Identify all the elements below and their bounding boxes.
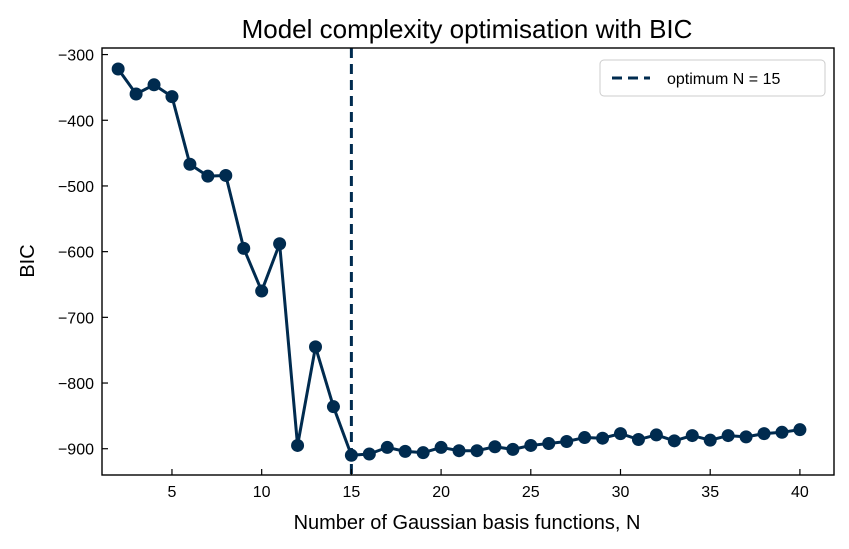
data-point bbox=[398, 444, 412, 458]
x-axis: 5 10 15 20 25 30 35 40 bbox=[168, 469, 809, 501]
x-tick-label: 30 bbox=[612, 484, 630, 501]
data-point bbox=[488, 440, 502, 454]
data-point bbox=[685, 429, 699, 443]
data-point bbox=[344, 448, 358, 462]
data-point bbox=[165, 90, 179, 104]
data-point bbox=[416, 446, 430, 460]
data-point bbox=[757, 427, 771, 441]
x-tick-label: 15 bbox=[342, 484, 360, 501]
data-point bbox=[506, 442, 520, 456]
legend: optimum N = 15 bbox=[599, 59, 826, 97]
data-point bbox=[309, 340, 322, 354]
data-point bbox=[326, 400, 340, 414]
x-tick-label: 20 bbox=[432, 484, 450, 501]
y-tick-label: −900 bbox=[58, 442, 94, 459]
data-point bbox=[452, 444, 466, 458]
axes-frame bbox=[101, 47, 835, 476]
data-point bbox=[524, 438, 538, 452]
data-point bbox=[129, 87, 143, 101]
y-tick-label: −600 bbox=[58, 245, 94, 262]
data-point bbox=[542, 436, 556, 450]
data-point bbox=[614, 427, 627, 441]
y-tick-label: −500 bbox=[58, 179, 94, 196]
legend-entry-label: optimum N = 15 bbox=[667, 71, 780, 88]
data-point bbox=[255, 284, 269, 298]
data-point bbox=[649, 428, 663, 442]
x-axis-label: Number of Gaussian basis functions, N bbox=[294, 512, 641, 534]
data-point bbox=[721, 429, 735, 443]
y-axis: −300 −400 −500 −600 −700 −800 −900 bbox=[58, 48, 108, 459]
x-tick-label: 25 bbox=[522, 484, 540, 501]
data-point bbox=[380, 440, 394, 454]
data-point bbox=[667, 434, 681, 448]
data-point bbox=[578, 431, 592, 445]
data-point bbox=[362, 447, 376, 461]
y-tick-label: −700 bbox=[58, 310, 94, 327]
data-point bbox=[219, 168, 233, 182]
x-tick-label: 35 bbox=[701, 484, 719, 501]
plot-area bbox=[111, 48, 807, 475]
x-tick-label: 40 bbox=[791, 484, 809, 501]
data-point bbox=[703, 433, 717, 447]
y-tick-label: −300 bbox=[58, 48, 94, 65]
data-point bbox=[434, 440, 448, 454]
y-tick-label: −400 bbox=[58, 113, 94, 130]
y-axis-label: BIC bbox=[17, 244, 39, 277]
data-point bbox=[631, 433, 645, 447]
y-tick-label: −800 bbox=[58, 376, 94, 393]
legend-box bbox=[599, 59, 826, 97]
data-point bbox=[739, 430, 753, 444]
data-point bbox=[291, 438, 305, 452]
data-point bbox=[201, 169, 215, 183]
data-point bbox=[793, 423, 807, 437]
x-tick-label: 10 bbox=[253, 484, 271, 501]
data-point bbox=[183, 157, 197, 171]
data-point bbox=[273, 237, 287, 251]
data-point bbox=[775, 425, 789, 439]
data-point bbox=[147, 78, 161, 92]
data-point bbox=[596, 431, 610, 445]
data-point bbox=[560, 434, 574, 448]
x-tick-label: 5 bbox=[168, 484, 177, 501]
chart-title: Model complexity optimisation with BIC bbox=[242, 14, 693, 44]
data-point bbox=[237, 241, 251, 255]
data-point bbox=[470, 444, 484, 458]
data-point bbox=[111, 62, 125, 76]
